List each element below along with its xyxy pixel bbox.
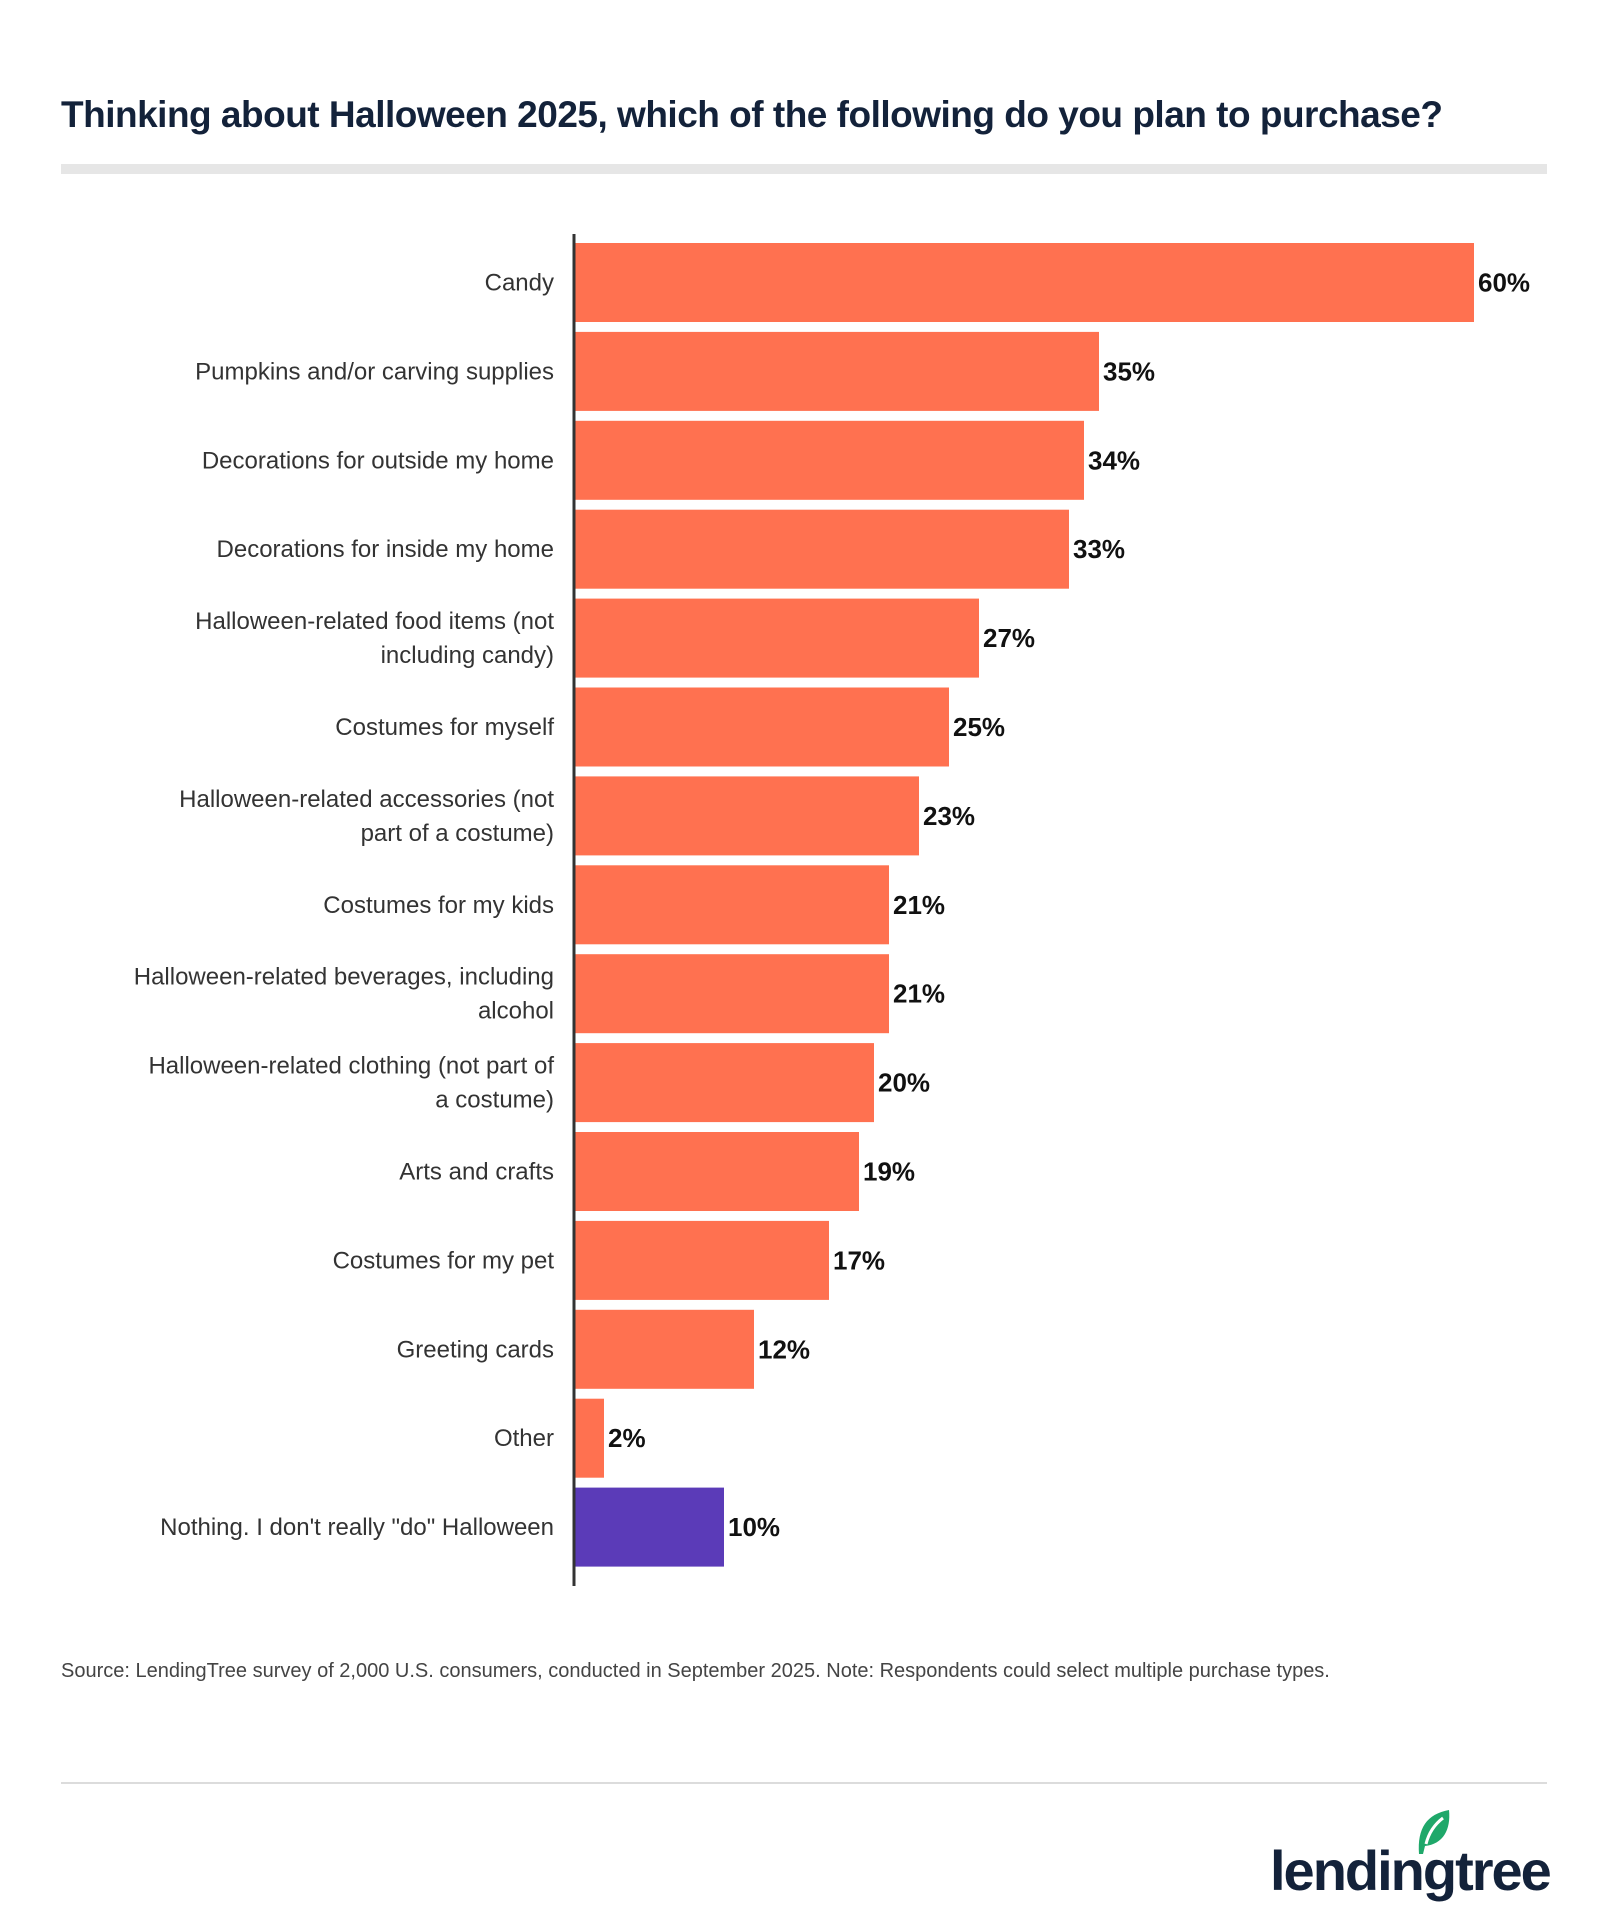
bar <box>574 776 919 856</box>
bar <box>574 598 979 678</box>
category-label: Pumpkins and/or carving supplies <box>195 358 554 385</box>
source-note: Source: LendingTree survey of 2,000 U.S.… <box>61 1660 1330 1682</box>
bar <box>574 1487 724 1567</box>
bar <box>574 1043 874 1123</box>
value-label: 35% <box>1103 356 1155 386</box>
category-label: Costumes for myself <box>335 714 554 741</box>
value-label: 60% <box>1478 268 1530 298</box>
bar <box>574 243 1474 322</box>
leaf-icon <box>1418 1810 1450 1854</box>
category-label: Halloween-related food items (not <box>195 608 554 635</box>
title-divider <box>61 164 1547 174</box>
value-label: 27% <box>983 623 1035 653</box>
category-label: Costumes for my pet <box>333 1247 555 1274</box>
category-label: Nothing. I don't really "do" Halloween <box>160 1514 554 1541</box>
value-label: 19% <box>863 1157 915 1187</box>
category-label: part of a costume) <box>361 820 554 847</box>
bar <box>574 865 889 945</box>
bar <box>574 1220 829 1300</box>
category-label: a costume) <box>435 1087 554 1114</box>
category-label: including candy) <box>381 642 554 669</box>
category-label: alcohol <box>478 998 554 1025</box>
value-label: 21% <box>893 890 945 920</box>
logo-text: lendingtree <box>1270 1839 1552 1902</box>
value-label: 25% <box>953 712 1005 742</box>
bar <box>574 420 1084 500</box>
value-label: 17% <box>833 1245 885 1275</box>
value-label: 12% <box>758 1334 810 1364</box>
category-label: Other <box>494 1425 554 1452</box>
category-label: Halloween-related accessories (not <box>179 786 554 813</box>
category-label: Decorations for inside my home <box>217 536 554 563</box>
bar <box>574 1132 859 1211</box>
value-label: 23% <box>923 801 975 831</box>
bar <box>574 1398 604 1478</box>
value-label: 10% <box>728 1512 780 1542</box>
category-label: Halloween-related beverages, including <box>134 964 554 991</box>
value-label: 34% <box>1088 445 1140 475</box>
category-label: Greeting cards <box>397 1336 554 1363</box>
value-label: 33% <box>1073 534 1125 564</box>
category-label: Decorations for outside my home <box>202 447 554 474</box>
bar <box>574 509 1069 589</box>
bar <box>574 331 1099 411</box>
chart-title: Thinking about Halloween 2025, which of … <box>61 94 1443 135</box>
category-label: Costumes for my kids <box>323 892 554 919</box>
lendingtree-logo: lendingtree <box>1270 1808 1552 1903</box>
value-label: 2% <box>608 1423 646 1453</box>
category-label: Arts and crafts <box>399 1159 554 1186</box>
category-label: Candy <box>485 270 554 297</box>
value-label: 21% <box>893 979 945 1009</box>
footer-divider <box>61 1782 1547 1784</box>
value-label: 20% <box>878 1068 930 1098</box>
bar <box>574 687 949 767</box>
bar-chart: 60% Candy 35% Pumpkins and/or carving suppl… <box>134 234 1530 1586</box>
category-label: Halloween-related clothing (not part of <box>148 1053 554 1080</box>
bar <box>574 954 889 1034</box>
bar <box>574 1309 754 1389</box>
